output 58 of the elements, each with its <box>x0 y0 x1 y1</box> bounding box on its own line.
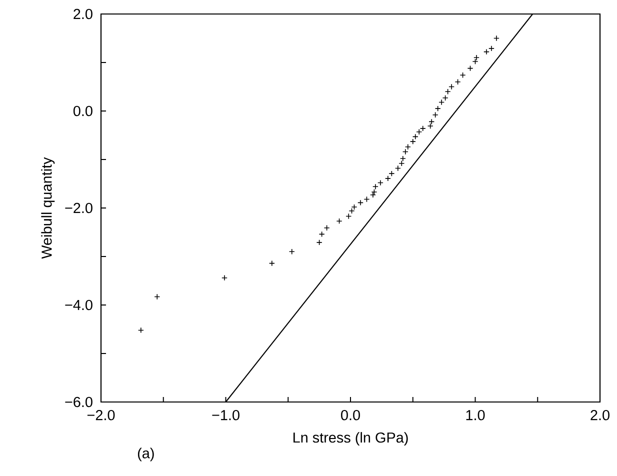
x-tick-label: −2.0 <box>87 410 115 420</box>
point <box>448 84 455 90</box>
point <box>398 160 405 166</box>
point <box>371 189 378 195</box>
point <box>420 125 426 132</box>
point <box>432 112 438 118</box>
point <box>474 54 480 61</box>
point <box>442 94 448 101</box>
y-tick-label: −2.0 <box>65 202 92 214</box>
point <box>346 213 352 220</box>
x-tick-label: 0.0 <box>341 410 360 420</box>
point <box>467 65 474 72</box>
x-axis-title: Ln stress (ln GPa) <box>293 432 408 446</box>
point <box>336 218 342 224</box>
point <box>402 148 408 155</box>
point <box>370 192 376 198</box>
point <box>351 204 358 210</box>
point <box>388 170 395 177</box>
x-tick-label: 2.0 <box>590 410 610 420</box>
point <box>454 78 461 85</box>
y-tick-label: 0.0 <box>73 106 92 116</box>
y-axis-title: Weibull quantity <box>41 157 55 259</box>
point <box>472 58 478 65</box>
point <box>316 239 322 246</box>
point <box>428 118 435 125</box>
point <box>416 128 422 135</box>
point <box>288 248 295 255</box>
point <box>154 294 160 300</box>
x-tick-label: −1.0 <box>212 410 240 420</box>
point <box>394 165 401 172</box>
point <box>348 208 355 214</box>
point <box>493 35 500 42</box>
point <box>483 48 490 55</box>
point <box>222 274 228 281</box>
point <box>410 138 416 145</box>
y-tick-label: −6.0 <box>65 396 92 408</box>
point <box>438 99 445 106</box>
y-tick-label: 2.0 <box>74 8 92 20</box>
point <box>488 45 494 52</box>
point <box>434 106 441 112</box>
point <box>138 327 144 334</box>
point <box>400 156 406 162</box>
point <box>357 200 364 206</box>
point <box>404 144 411 150</box>
point <box>268 260 275 266</box>
point <box>384 175 391 182</box>
point <box>324 224 330 231</box>
point <box>318 231 325 238</box>
text: (a) <box>138 448 154 462</box>
y-tick-label: −4.0 <box>65 300 92 310</box>
point <box>377 180 384 186</box>
x-tick-label: 1.0 <box>466 410 485 420</box>
point <box>460 72 466 78</box>
point <box>364 196 370 202</box>
point <box>444 88 451 95</box>
point <box>372 184 378 190</box>
point <box>412 134 418 140</box>
point <box>427 123 434 130</box>
